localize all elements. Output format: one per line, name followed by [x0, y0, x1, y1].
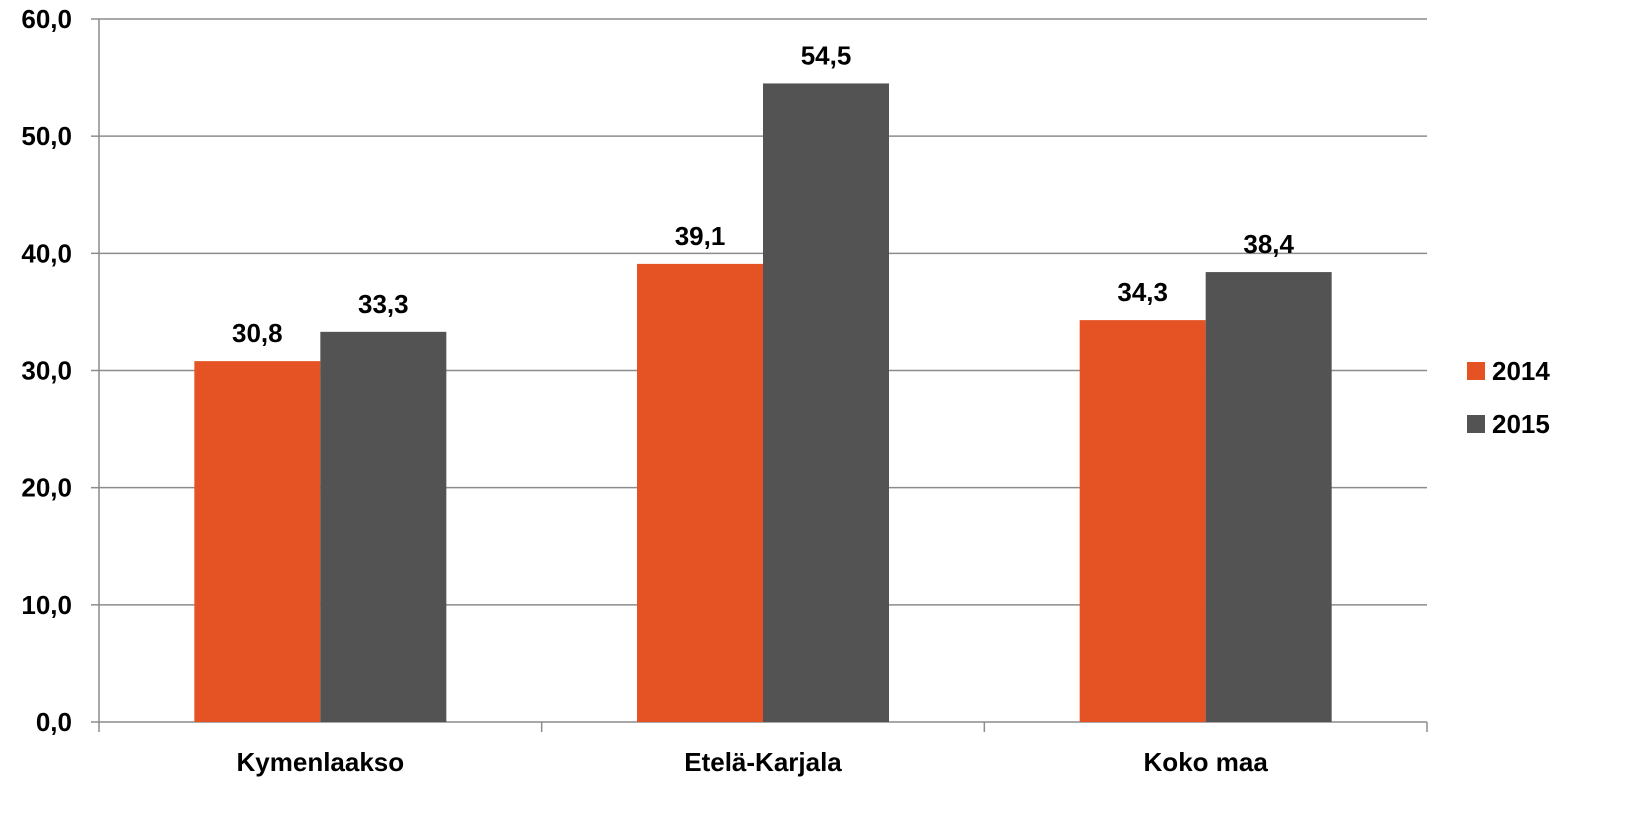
data-labels: 30,8 33,3 39,1 54,5 34,3 38,4 — [232, 40, 1294, 348]
data-label: 39,1 — [675, 221, 726, 251]
legend: 2014 2015 — [1467, 356, 1550, 439]
bar-2014-0 — [194, 361, 321, 722]
data-label: 30,8 — [232, 318, 283, 348]
bar-2015-2 — [1205, 272, 1332, 722]
data-label: 38,4 — [1243, 229, 1294, 259]
y-tick-label: 50,0 — [21, 121, 72, 151]
x-category-label: Etelä-Karjala — [684, 747, 842, 777]
legend-label-2015: 2015 — [1492, 409, 1550, 439]
bars — [194, 83, 1332, 723]
y-axis-ticks: 0,0 10,0 20,0 30,0 40,0 50,0 60,0 — [21, 4, 72, 737]
y-tick-label: 40,0 — [21, 238, 72, 268]
bar-2015-0 — [320, 331, 447, 722]
y-tick-label: 0,0 — [36, 707, 72, 737]
bar-2015-1 — [763, 83, 889, 723]
x-axis-categories: Kymenlaakso Etelä-Karjala Koko maa — [237, 747, 1269, 777]
bar-2014-2 — [1079, 320, 1206, 722]
y-tick-label: 20,0 — [21, 473, 72, 503]
x-category-label: Kymenlaakso — [237, 747, 405, 777]
bar-2014-1 — [637, 263, 763, 722]
x-category-label: Koko maa — [1144, 747, 1269, 777]
data-label: 34,3 — [1117, 277, 1168, 307]
y-tick-label: 60,0 — [21, 4, 72, 34]
legend-label-2014: 2014 — [1492, 356, 1550, 386]
data-label: 33,3 — [358, 289, 409, 319]
data-label: 54,5 — [801, 40, 852, 70]
y-tick-label: 10,0 — [21, 590, 72, 620]
legend-swatch-2014 — [1467, 362, 1485, 380]
legend-swatch-2015 — [1467, 415, 1485, 433]
y-tick-label: 30,0 — [21, 356, 72, 386]
